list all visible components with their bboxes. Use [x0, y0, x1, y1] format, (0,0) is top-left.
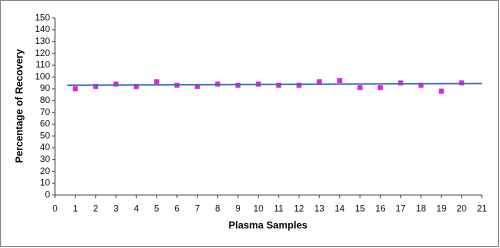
point	[194, 83, 200, 89]
x-tick-label: 4	[134, 203, 139, 213]
trend-line	[67, 82, 483, 87]
point	[276, 82, 282, 88]
y-tick-label: 80	[40, 95, 50, 105]
point	[72, 86, 78, 92]
y-tick-label: 30	[40, 154, 50, 164]
x-tick-label: 15	[355, 203, 365, 213]
x-tick-label: 6	[174, 203, 179, 213]
x-tick-label: 0	[52, 203, 57, 213]
x-tick-label: 18	[416, 203, 426, 213]
y-tick-label: 0	[45, 189, 50, 199]
point	[154, 79, 160, 85]
y-tick-label: 120	[35, 48, 50, 58]
x-tick-label: 2	[93, 203, 98, 213]
y-tick-label: 50	[40, 130, 50, 140]
y-axis-title: Percentage of Recovery	[15, 49, 26, 163]
point	[337, 78, 343, 84]
y-tick-label: 100	[35, 71, 50, 81]
y-tick-label: 70	[40, 107, 50, 117]
y-tick-label: 130	[35, 36, 50, 46]
x-tick-label: 17	[396, 203, 406, 213]
x-tick-label: 9	[235, 203, 240, 213]
y-tick-label: 20	[40, 166, 50, 176]
x-tick-label: 8	[215, 203, 220, 213]
x-tick-label: 19	[436, 203, 446, 213]
y-tick-label: 60	[40, 119, 50, 129]
y-tick-label: 90	[40, 83, 50, 93]
y-tick-label: 150	[35, 12, 50, 22]
point	[377, 85, 383, 91]
point	[93, 83, 99, 89]
point	[296, 82, 302, 88]
x-tick-label: 3	[113, 203, 118, 213]
point	[398, 80, 404, 86]
y-tick-label: 10	[40, 178, 50, 188]
y-tick-label: 110	[36, 60, 50, 70]
point	[357, 85, 363, 91]
x-tick-label: 5	[154, 203, 159, 213]
x-tick-label: 12	[294, 203, 304, 213]
y-tick-label: 40	[40, 142, 50, 152]
x-tick-label: 7	[195, 203, 200, 213]
y-tick-label: 140	[35, 24, 50, 34]
point	[438, 88, 444, 94]
x-tick-label: 21	[477, 203, 487, 213]
x-axis-title: Plasma Samples	[229, 221, 308, 232]
x-tick-label: 20	[457, 203, 467, 213]
point	[418, 82, 424, 88]
x-tick-label: 16	[375, 203, 385, 213]
x-tick-label: 14	[335, 203, 345, 213]
x-tick-label: 1	[73, 203, 78, 213]
x-tick-label: 11	[274, 203, 283, 213]
point	[113, 81, 119, 87]
x-tick-label: 10	[253, 203, 263, 213]
x-tick-label: 13	[314, 203, 324, 213]
point	[133, 83, 139, 89]
point	[316, 79, 322, 85]
